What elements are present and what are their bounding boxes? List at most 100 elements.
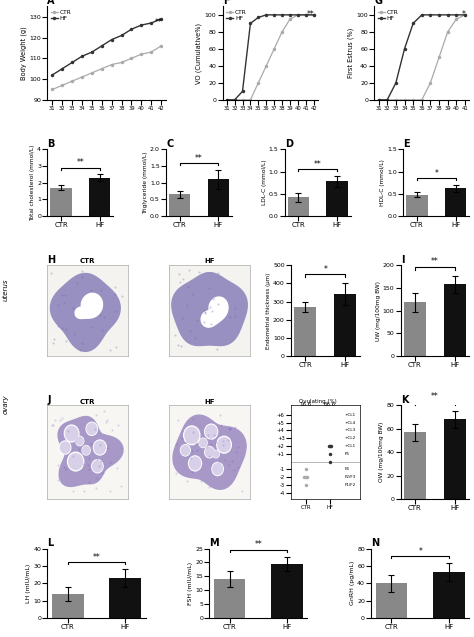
Point <box>210 294 217 304</box>
Point <box>113 342 120 352</box>
Point <box>78 338 85 348</box>
Point <box>49 420 57 431</box>
HF <box>311 11 317 18</box>
CTR <box>247 96 253 104</box>
Point <box>183 300 191 310</box>
Point <box>106 345 113 355</box>
Polygon shape <box>75 293 102 318</box>
Point <box>185 266 193 276</box>
Point <box>102 417 109 427</box>
Text: A: A <box>47 0 55 6</box>
Point <box>87 285 94 296</box>
Point <box>235 442 242 452</box>
Point <box>55 320 62 331</box>
Text: *: * <box>418 547 422 555</box>
Point <box>179 313 186 324</box>
Text: CTR: CTR <box>80 259 95 264</box>
Point <box>175 269 183 279</box>
Point <box>174 415 182 426</box>
Point <box>189 466 196 476</box>
Text: uterus: uterus <box>2 278 9 301</box>
Point <box>88 322 96 333</box>
Point <box>107 457 114 467</box>
Text: **: ** <box>195 154 203 162</box>
Point <box>205 450 213 461</box>
Point <box>204 430 212 440</box>
Circle shape <box>205 447 214 457</box>
CTR <box>295 11 301 18</box>
Text: 16.6: 16.6 <box>300 402 312 407</box>
Point <box>212 436 220 447</box>
HF <box>138 21 144 29</box>
Point <box>75 444 82 454</box>
Point <box>73 278 80 289</box>
Point <box>98 325 106 335</box>
Point <box>201 307 209 317</box>
CTR <box>240 96 246 104</box>
HF <box>401 45 407 53</box>
Polygon shape <box>173 415 246 489</box>
Point <box>230 464 238 475</box>
Text: D: D <box>285 140 293 149</box>
Text: **: ** <box>155 18 162 27</box>
Circle shape <box>189 456 201 471</box>
CTR <box>271 45 277 53</box>
Bar <box>109 578 141 618</box>
Circle shape <box>60 442 70 453</box>
Point <box>85 453 93 463</box>
HF <box>247 20 253 27</box>
Bar <box>433 572 465 618</box>
Point <box>79 459 87 469</box>
Text: CTR: CTR <box>80 399 95 404</box>
Bar <box>271 564 303 618</box>
CTR <box>311 11 317 18</box>
Bar <box>444 420 466 499</box>
Text: **: ** <box>431 257 439 266</box>
Point <box>197 476 204 486</box>
Point <box>104 443 111 454</box>
Text: *: * <box>462 10 466 19</box>
Text: +CL2: +CL2 <box>345 436 356 440</box>
Point <box>54 460 62 470</box>
Point <box>62 464 70 475</box>
Point <box>201 308 209 318</box>
Point <box>206 302 214 312</box>
Point <box>217 410 224 420</box>
Text: N: N <box>371 538 379 548</box>
CTR <box>454 15 459 23</box>
Circle shape <box>83 447 90 454</box>
Point <box>189 414 197 424</box>
Polygon shape <box>172 273 247 345</box>
Text: HF: HF <box>204 399 215 404</box>
Point <box>234 462 242 473</box>
CTR <box>148 48 154 56</box>
Point <box>70 485 77 496</box>
Circle shape <box>217 436 231 453</box>
Text: **: ** <box>76 158 84 167</box>
CTR <box>287 15 293 23</box>
Point <box>71 436 78 446</box>
Point <box>62 336 70 346</box>
Text: 66.6: 66.6 <box>324 402 336 407</box>
Circle shape <box>185 427 199 443</box>
HF <box>454 11 459 18</box>
Point <box>95 461 102 471</box>
CTR <box>393 96 399 104</box>
Text: *: * <box>323 264 327 273</box>
Y-axis label: LDL-C (mmol/L): LDL-C (mmol/L) <box>262 160 266 206</box>
Text: F4: F4 <box>345 468 350 471</box>
Point <box>171 330 179 340</box>
Point <box>207 434 214 444</box>
Point <box>98 456 105 466</box>
Point <box>58 413 65 424</box>
Circle shape <box>181 445 190 456</box>
Bar <box>444 284 466 356</box>
Point <box>226 423 233 433</box>
Circle shape <box>205 447 214 458</box>
Text: Ovulating (%): Ovulating (%) <box>299 399 337 404</box>
CTR <box>279 28 285 36</box>
Text: *: * <box>434 169 438 178</box>
CTR <box>69 77 75 85</box>
CTR <box>232 96 237 104</box>
Circle shape <box>87 423 97 434</box>
